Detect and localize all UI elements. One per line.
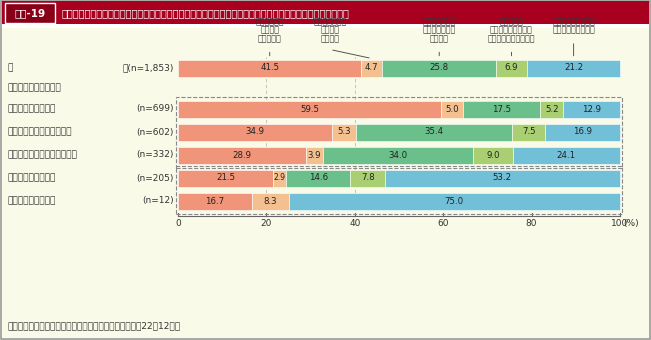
Text: 80: 80 bbox=[526, 219, 537, 228]
Bar bbox=[355, 123, 512, 140]
Text: 53.2: 53.2 bbox=[493, 173, 512, 183]
Text: (n=12): (n=12) bbox=[143, 197, 174, 205]
Text: 21.2: 21.2 bbox=[564, 64, 583, 72]
Text: つけているが、: つけているが、 bbox=[422, 26, 456, 34]
Text: 16.7: 16.7 bbox=[205, 197, 225, 205]
Text: (n=602): (n=602) bbox=[137, 128, 174, 136]
Text: 20: 20 bbox=[260, 219, 272, 228]
Text: しようとも思わない: しようとも思わない bbox=[552, 17, 595, 26]
Text: 59.5: 59.5 bbox=[300, 104, 319, 114]
Bar bbox=[5, 3, 55, 23]
Text: 34.9: 34.9 bbox=[245, 128, 264, 136]
Text: わ　か　ら　な　い: わ か ら な い bbox=[8, 197, 57, 205]
Bar bbox=[540, 101, 563, 118]
Bar bbox=[178, 123, 332, 140]
Text: 5.2: 5.2 bbox=[545, 104, 559, 114]
Text: (n=332): (n=332) bbox=[137, 151, 174, 159]
Text: 〔食べ方への関心度〕: 〔食べ方への関心度〕 bbox=[8, 84, 62, 92]
Text: 35.4: 35.4 bbox=[424, 128, 443, 136]
Text: 数(n=1,853): 数(n=1,853) bbox=[122, 64, 174, 72]
Bar bbox=[385, 170, 620, 187]
Text: どちらかとえば関心がある: どちらかとえば関心がある bbox=[8, 128, 72, 136]
Text: 7.5: 7.5 bbox=[522, 128, 536, 136]
Text: 3.9: 3.9 bbox=[308, 151, 321, 159]
Bar bbox=[350, 170, 385, 187]
Text: 継続している: 継続している bbox=[255, 17, 284, 26]
Text: 60: 60 bbox=[437, 219, 449, 228]
Bar bbox=[332, 123, 355, 140]
Bar bbox=[473, 147, 513, 164]
Text: 関　心　が　な　い: 関 心 が な い bbox=[8, 173, 57, 183]
Text: 近いうちにしようと: 近いうちにしようと bbox=[490, 26, 533, 34]
Text: (%): (%) bbox=[623, 219, 639, 228]
Text: 現在していないし、: 現在していないし、 bbox=[552, 26, 595, 34]
Text: 40: 40 bbox=[349, 219, 361, 228]
Text: 継続的ではない: 継続的ではない bbox=[422, 17, 456, 26]
Bar bbox=[252, 192, 288, 209]
Bar bbox=[178, 170, 273, 187]
Bar bbox=[323, 147, 473, 164]
Text: どちらかといえば関心がない: どちらかといえば関心がない bbox=[8, 151, 78, 159]
Text: 半年以上: 半年以上 bbox=[260, 26, 279, 34]
Bar bbox=[527, 59, 620, 76]
Text: 7.8: 7.8 bbox=[361, 173, 374, 183]
Text: 17.5: 17.5 bbox=[492, 104, 511, 114]
Bar bbox=[512, 123, 546, 140]
Text: 12.9: 12.9 bbox=[583, 104, 602, 114]
Text: 9.0: 9.0 bbox=[486, 151, 500, 159]
Text: 資料：内閣府「食育の現状と意識に関する調査」（平成22年12月）: 資料：内閣府「食育の現状と意識に関する調査」（平成22年12月） bbox=[8, 321, 181, 330]
Text: 半年未満である: 半年未満である bbox=[313, 17, 346, 26]
Text: 24.1: 24.1 bbox=[557, 151, 576, 159]
Text: (n=699): (n=699) bbox=[137, 104, 174, 114]
Bar bbox=[441, 101, 463, 118]
Bar bbox=[513, 147, 620, 164]
Bar bbox=[546, 123, 620, 140]
Bar bbox=[2, 1, 649, 24]
Text: 21.5: 21.5 bbox=[216, 173, 235, 183]
Bar bbox=[176, 97, 622, 168]
Text: 41.5: 41.5 bbox=[260, 64, 279, 72]
Text: いるが、: いるが、 bbox=[320, 26, 340, 34]
Text: 28.9: 28.9 bbox=[232, 151, 251, 159]
Text: 5.3: 5.3 bbox=[337, 128, 351, 136]
Bar bbox=[463, 101, 540, 118]
Bar bbox=[306, 147, 323, 164]
Bar bbox=[176, 166, 622, 214]
Bar bbox=[496, 59, 527, 76]
Bar bbox=[288, 192, 620, 209]
Bar bbox=[178, 147, 306, 164]
Text: 総: 総 bbox=[8, 64, 14, 72]
Text: 16.9: 16.9 bbox=[573, 128, 592, 136]
Text: 8.3: 8.3 bbox=[264, 197, 277, 205]
Text: 0: 0 bbox=[175, 219, 181, 228]
Bar bbox=[382, 59, 496, 76]
Text: 実践して、: 実践して、 bbox=[258, 34, 282, 43]
Text: 2.9: 2.9 bbox=[273, 173, 285, 183]
Bar bbox=[178, 59, 361, 76]
Bar bbox=[273, 170, 286, 187]
Text: 25.8: 25.8 bbox=[430, 64, 449, 72]
Bar bbox=[563, 101, 620, 118]
Text: 100: 100 bbox=[611, 219, 629, 228]
Bar bbox=[286, 170, 350, 187]
Text: 思っている: 思っている bbox=[499, 17, 523, 26]
Text: 6.9: 6.9 bbox=[505, 64, 518, 72]
Text: 関　心　が　あ　る: 関 心 が あ る bbox=[8, 104, 57, 114]
Bar bbox=[361, 59, 382, 76]
Text: 5.0: 5.0 bbox=[445, 104, 459, 114]
Text: 時々気を: 時々気を bbox=[430, 34, 449, 43]
Text: 14.6: 14.6 bbox=[309, 173, 327, 183]
Text: 75.0: 75.0 bbox=[445, 197, 464, 205]
Text: 図表-19: 図表-19 bbox=[14, 8, 46, 18]
Bar bbox=[178, 101, 441, 118]
Text: 34.0: 34.0 bbox=[389, 151, 408, 159]
Text: 4.7: 4.7 bbox=[365, 64, 379, 72]
Bar bbox=[178, 192, 252, 209]
Text: 現在はしていないが、: 現在はしていないが、 bbox=[488, 34, 535, 43]
Text: (n=205): (n=205) bbox=[137, 173, 174, 183]
Text: 「食べ方への関心度」と「メタボリックシンドロームの予防や改善のための食事・運動等の実践度」との関係: 「食べ方への関心度」と「メタボリックシンドロームの予防や改善のための食事・運動等… bbox=[62, 8, 350, 18]
Text: 実践して: 実践して bbox=[320, 34, 340, 43]
